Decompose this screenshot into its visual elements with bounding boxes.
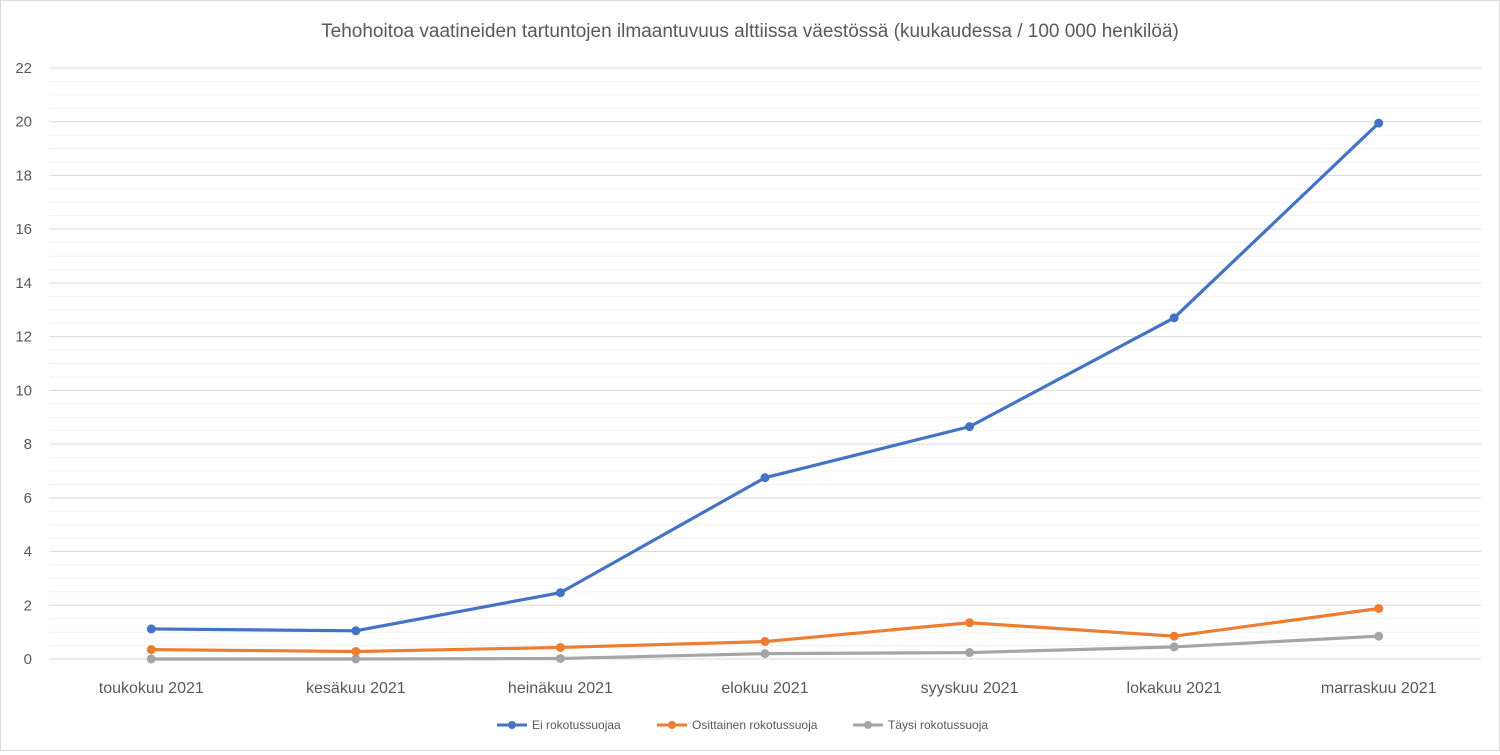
- x-category-label: toukokuu 2021: [99, 680, 204, 697]
- y-tick-label: 22: [15, 60, 32, 77]
- data-point: [1169, 313, 1179, 323]
- data-point: [146, 645, 156, 655]
- y-tick-label: 10: [15, 382, 32, 399]
- data-point: [351, 646, 361, 656]
- x-category-label: elokuu 2021: [721, 680, 808, 697]
- legend-label: Ei rokotussuojaa: [532, 718, 621, 732]
- data-point: [555, 642, 565, 652]
- x-category-label: heinäkuu 2021: [508, 680, 613, 697]
- data-point: [760, 473, 770, 483]
- series-2: [146, 631, 1384, 664]
- legend-label: Osittainen rokotussuoja: [692, 718, 818, 732]
- legend-swatch-marker: [668, 721, 676, 729]
- y-tick-label: 2: [24, 597, 32, 614]
- y-tick-label: 12: [15, 329, 32, 346]
- y-tick-label: 20: [15, 114, 32, 131]
- y-tick-label: 6: [24, 490, 32, 507]
- y-tick-label: 16: [15, 221, 32, 238]
- y-tick-label: 8: [24, 436, 32, 453]
- series-0: [146, 118, 1384, 636]
- data-point: [965, 422, 975, 432]
- data-point: [1169, 631, 1179, 641]
- y-tick-label: 14: [15, 275, 32, 292]
- data-point: [760, 637, 770, 647]
- legend: Ei rokotussuojaa Osittainen rokotussuoja T…: [497, 718, 988, 732]
- data-point: [1169, 642, 1179, 652]
- legend-item: Osittainen rokotussuoja: [657, 718, 818, 732]
- data-point: [965, 618, 975, 628]
- gridlines: [49, 67, 1481, 660]
- x-axis-category-labels: toukokuu 2021 kesäkuu 2021 heinäkuu 2021 el…: [99, 680, 1437, 697]
- data-point: [351, 654, 361, 664]
- y-axis-tick-labels: 0 2 4 6 8 10 12 14 16 18 20 22: [15, 60, 32, 668]
- data-point: [555, 588, 565, 598]
- data-point: [146, 654, 156, 664]
- y-tick-label: 18: [15, 167, 32, 184]
- legend-swatch-marker: [864, 721, 872, 729]
- y-tick-label: 0: [24, 651, 32, 668]
- data-point: [760, 649, 770, 659]
- data-point: [555, 653, 565, 663]
- data-point: [1374, 603, 1384, 613]
- series-1: [146, 603, 1384, 656]
- data-point: [146, 624, 156, 634]
- data-point: [1374, 118, 1384, 128]
- x-category-label: syyskuu 2021: [921, 680, 1019, 697]
- data-point: [1374, 631, 1384, 641]
- x-category-label: marraskuu 2021: [1321, 680, 1437, 697]
- data-point: [351, 626, 361, 636]
- data-point: [965, 648, 975, 658]
- legend-swatch-marker: [508, 721, 516, 729]
- x-category-label: lokakuu 2021: [1127, 680, 1222, 697]
- y-tick-label: 4: [24, 544, 32, 561]
- legend-item: Ei rokotussuojaa: [497, 718, 621, 732]
- x-category-label: kesäkuu 2021: [306, 680, 406, 697]
- legend-label: Täysi rokotussuoja: [888, 718, 988, 732]
- chart-title: Tehohoitoa vaatineiden tartuntojen ilmaa…: [321, 21, 1179, 42]
- legend-item: Täysi rokotussuoja: [853, 718, 988, 732]
- series-lines: [146, 118, 1384, 664]
